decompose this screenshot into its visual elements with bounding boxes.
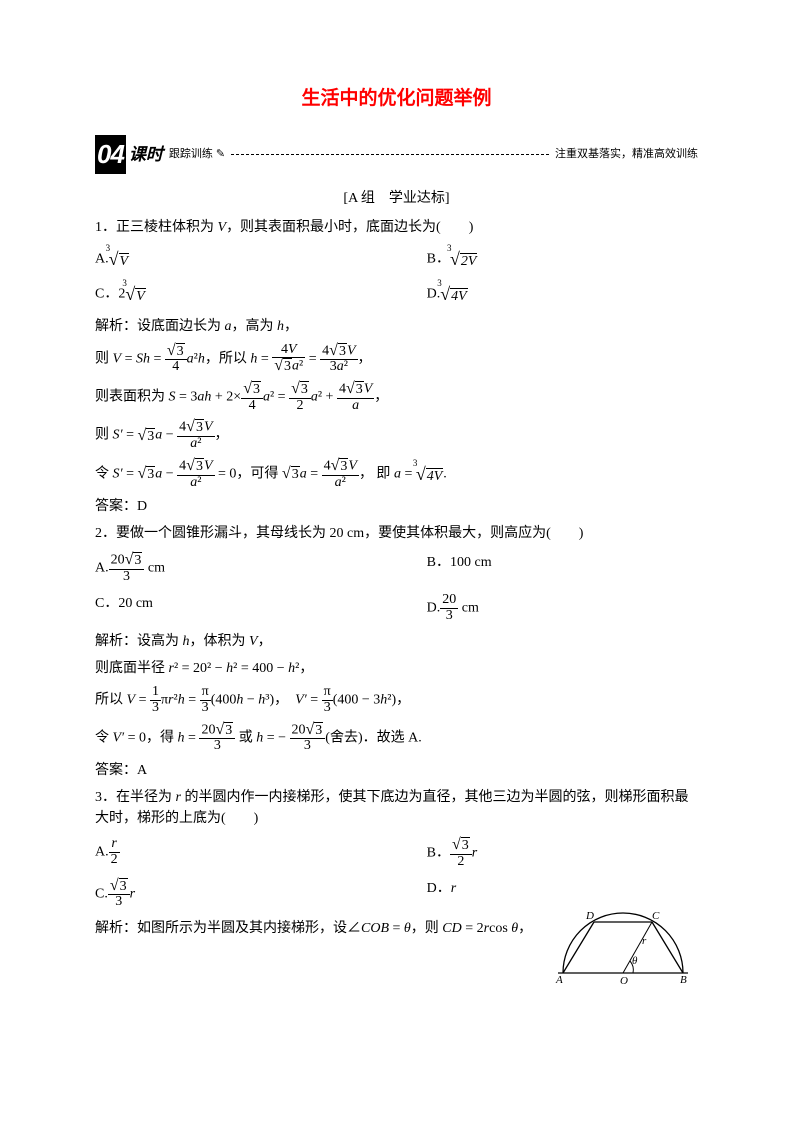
q2-eq3: 令 V′ = 0，得 h = 20√33 或 h = − 20√33(舍去)．故… bbox=[95, 722, 698, 754]
svg-text:θ: θ bbox=[632, 955, 638, 967]
svg-text:D: D bbox=[585, 910, 594, 922]
q1-eq3: 则 S′ = √3a − 4√3Va²， bbox=[95, 419, 698, 451]
q3-option-a: A.r2 bbox=[95, 837, 427, 869]
q3-options-row2: C.√33r D．r bbox=[95, 878, 698, 910]
q2-option-d: D.203 cm bbox=[427, 593, 698, 623]
q3-option-d: D．r bbox=[427, 878, 698, 910]
q1-options-row1: A.3√V B．3√2V bbox=[95, 246, 698, 273]
section-header: [A 组 学业达标] bbox=[95, 188, 698, 209]
q3-stem: 3．在半径为 r 的半圆内作一内接梯形，使其下底边为直径，其他三边为半圆的弦，则… bbox=[95, 787, 698, 829]
q1-analysis-intro: 解析：设底面边长为 a，高为 h， bbox=[95, 316, 698, 337]
svg-text:C: C bbox=[652, 910, 660, 922]
page-title: 生活中的优化问题举例 bbox=[95, 85, 698, 114]
q2-option-c: C．20 cm bbox=[95, 593, 427, 623]
q3-option-b: B．√32r bbox=[427, 837, 698, 869]
q2-answer: 答案：A bbox=[95, 760, 698, 781]
q2-option-a: A.20√33 cm bbox=[95, 552, 427, 584]
pencil-icon: ✎ bbox=[216, 146, 225, 163]
semicircle-diagram: A B C D O r θ bbox=[548, 908, 698, 988]
svg-text:r: r bbox=[642, 935, 647, 947]
q1-eq2: 则表面积为 S = 3ah + 2×√34a² = √32a² + 4√3Va， bbox=[95, 381, 698, 413]
lesson-keshi: 课时 bbox=[129, 142, 163, 168]
q1-eq1: 则 V = Sh = √34a²h，所以 h = 4V√3a² = 4√3V3a… bbox=[95, 343, 698, 375]
svg-text:A: A bbox=[555, 974, 563, 986]
q1-options-row2: C．23√V D.3√4V bbox=[95, 281, 698, 308]
q3-option-c: C.√33r bbox=[95, 878, 427, 910]
q2-option-b: B．100 cm bbox=[427, 552, 698, 584]
q3-options-row1: A.r2 B．√32r bbox=[95, 837, 698, 869]
lesson-number: 04 bbox=[95, 135, 126, 174]
q2-eq2: 所以 V = 13πr²h = π3(400h − h³)， V′ = π3(4… bbox=[95, 685, 698, 715]
banner-slogan: 注重双基落实，精准高效训练 bbox=[555, 146, 698, 163]
q1-option-a: A.3√V bbox=[95, 246, 427, 273]
q2-analysis-intro: 解析：设高为 h，体积为 V， bbox=[95, 631, 698, 652]
q1-option-d: D.3√4V bbox=[427, 281, 698, 308]
svg-text:B: B bbox=[680, 974, 687, 986]
q2-options-row2: C．20 cm D.203 cm bbox=[95, 593, 698, 623]
lesson-subtitle: 跟踪训练 bbox=[169, 146, 213, 163]
q2-stem: 2．要做一个圆锥形漏斗，其母线长为 20 cm，要使其体积最大，则高应为( ) bbox=[95, 523, 698, 544]
q1-option-c: C．23√V bbox=[95, 281, 427, 308]
q1-eq4: 令 S′ = √3a − 4√3Va² = 0，可得 √3a = 4√3Va²，… bbox=[95, 458, 698, 490]
q1-stem: 1．正三棱柱体积为 V，则其表面积最小时，底面边长为( ) bbox=[95, 217, 698, 238]
banner-divider bbox=[231, 154, 549, 155]
lesson-banner: 04 课时 跟踪训练 ✎ 注重双基落实，精准高效训练 bbox=[95, 142, 698, 168]
q3-analysis: 解析：如图所示为半圆及其内接梯形，设∠COB = θ，则 CD = 2rcos … bbox=[95, 918, 698, 939]
q1-answer: 答案：D bbox=[95, 496, 698, 517]
q2-eq1: 则底面半径 r² = 20² − h² = 400 − h²， bbox=[95, 658, 698, 679]
svg-text:O: O bbox=[620, 975, 628, 987]
q2-options-row1: A.20√33 cm B．100 cm bbox=[95, 552, 698, 584]
q1-option-b: B．3√2V bbox=[427, 246, 698, 273]
